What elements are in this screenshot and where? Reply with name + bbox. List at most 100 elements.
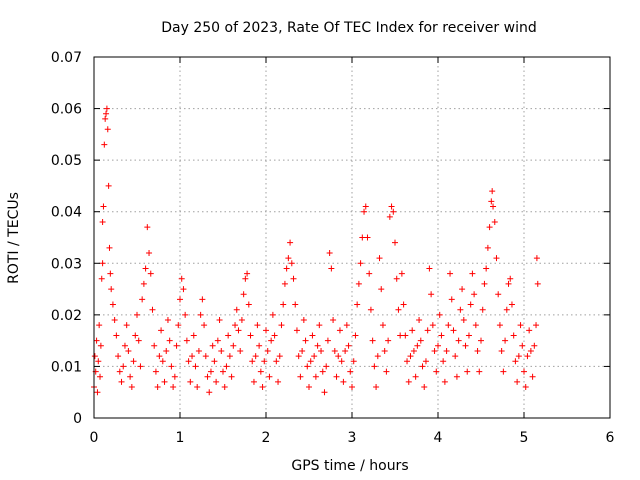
- data-point: [416, 317, 423, 324]
- chart-title: Day 250 of 2023, Rate Of TEC Index for r…: [161, 20, 536, 36]
- data-point: [256, 342, 263, 349]
- data-point: [302, 337, 309, 344]
- data-point: [220, 368, 226, 375]
- data-point: [364, 234, 371, 241]
- data-point: [388, 203, 395, 210]
- data-point: [510, 332, 517, 339]
- data-point: [199, 296, 206, 303]
- data-point: [128, 384, 135, 391]
- x-tick-label: 2: [262, 430, 271, 446]
- data-point: [318, 347, 325, 354]
- data-point: [173, 342, 180, 349]
- data-point: [343, 322, 350, 329]
- data-point: [206, 389, 213, 396]
- x-tick-label: 3: [348, 430, 357, 446]
- data-point: [450, 327, 457, 334]
- data-point: [159, 358, 166, 365]
- data-point: [247, 332, 254, 339]
- data-point: [207, 368, 214, 375]
- data-point: [340, 378, 347, 385]
- data-point: [505, 280, 512, 287]
- data-point: [283, 265, 290, 272]
- data-point: [225, 332, 232, 339]
- data-point: [469, 270, 476, 277]
- data-point: [130, 358, 137, 365]
- data-point: [218, 347, 225, 354]
- data-point: [488, 198, 495, 205]
- data-point: [533, 255, 540, 262]
- data-point: [101, 141, 108, 148]
- data-point: [91, 353, 98, 360]
- data-point: [361, 208, 368, 215]
- data-point: [171, 373, 178, 380]
- data-point: [140, 280, 147, 287]
- data-point: [132, 332, 139, 339]
- data-point: [393, 275, 400, 282]
- data-point: [311, 353, 318, 360]
- data-point: [152, 368, 159, 375]
- data-point: [233, 306, 240, 313]
- data-point: [479, 306, 486, 313]
- data-point: [519, 342, 526, 349]
- data-point: [228, 373, 235, 380]
- data-point: [94, 389, 101, 396]
- data-point: [333, 373, 340, 380]
- data-point: [175, 322, 182, 329]
- data-point: [502, 337, 509, 344]
- data-point: [275, 378, 282, 385]
- data-point: [307, 358, 314, 365]
- data-point: [417, 337, 424, 344]
- data-point: [424, 327, 431, 334]
- data-point: [462, 342, 469, 349]
- data-point: [264, 347, 271, 354]
- data-point: [104, 126, 111, 133]
- data-point: [280, 301, 287, 308]
- data-point: [398, 270, 405, 277]
- data-point: [429, 322, 436, 329]
- data-point: [465, 332, 472, 339]
- data-point: [271, 332, 278, 339]
- data-point: [331, 347, 338, 354]
- data-point: [524, 353, 531, 360]
- data-point: [431, 347, 438, 354]
- data-point: [443, 347, 450, 354]
- grid-layer: [94, 57, 610, 418]
- data-point: [500, 368, 507, 375]
- data-point: [478, 337, 484, 344]
- data-point: [245, 301, 252, 308]
- data-point: [349, 384, 355, 391]
- data-point: [533, 322, 540, 329]
- data-point: [144, 224, 151, 231]
- x-tick-labels: 0 1 2 3 4 5 6: [90, 430, 615, 446]
- data-point: [242, 275, 249, 282]
- data-point: [204, 373, 211, 380]
- data-point: [154, 384, 161, 391]
- data-point: [252, 353, 259, 360]
- data-point: [295, 353, 302, 360]
- data-point: [445, 322, 452, 329]
- data-point: [103, 105, 110, 112]
- data-point: [297, 373, 304, 380]
- data-point: [342, 347, 349, 354]
- data-point: [390, 208, 397, 215]
- data-point: [512, 358, 519, 365]
- y-tick-label: 0.02: [51, 308, 82, 324]
- data-point: [354, 301, 361, 308]
- data-point: [211, 358, 218, 365]
- data-point: [240, 291, 247, 298]
- x-tick-label: 4: [434, 430, 443, 446]
- data-point: [527, 347, 534, 354]
- data-point: [235, 327, 242, 334]
- data-point: [428, 291, 435, 298]
- data-point: [185, 358, 192, 365]
- data-point: [379, 322, 386, 329]
- data-point: [187, 378, 194, 385]
- data-point: [335, 353, 342, 360]
- data-point: [383, 368, 390, 375]
- data-point: [471, 291, 478, 298]
- data-point: [440, 358, 447, 365]
- data-point: [214, 337, 221, 344]
- data-point: [134, 311, 140, 318]
- data-point: [97, 342, 104, 349]
- data-point: [472, 322, 479, 329]
